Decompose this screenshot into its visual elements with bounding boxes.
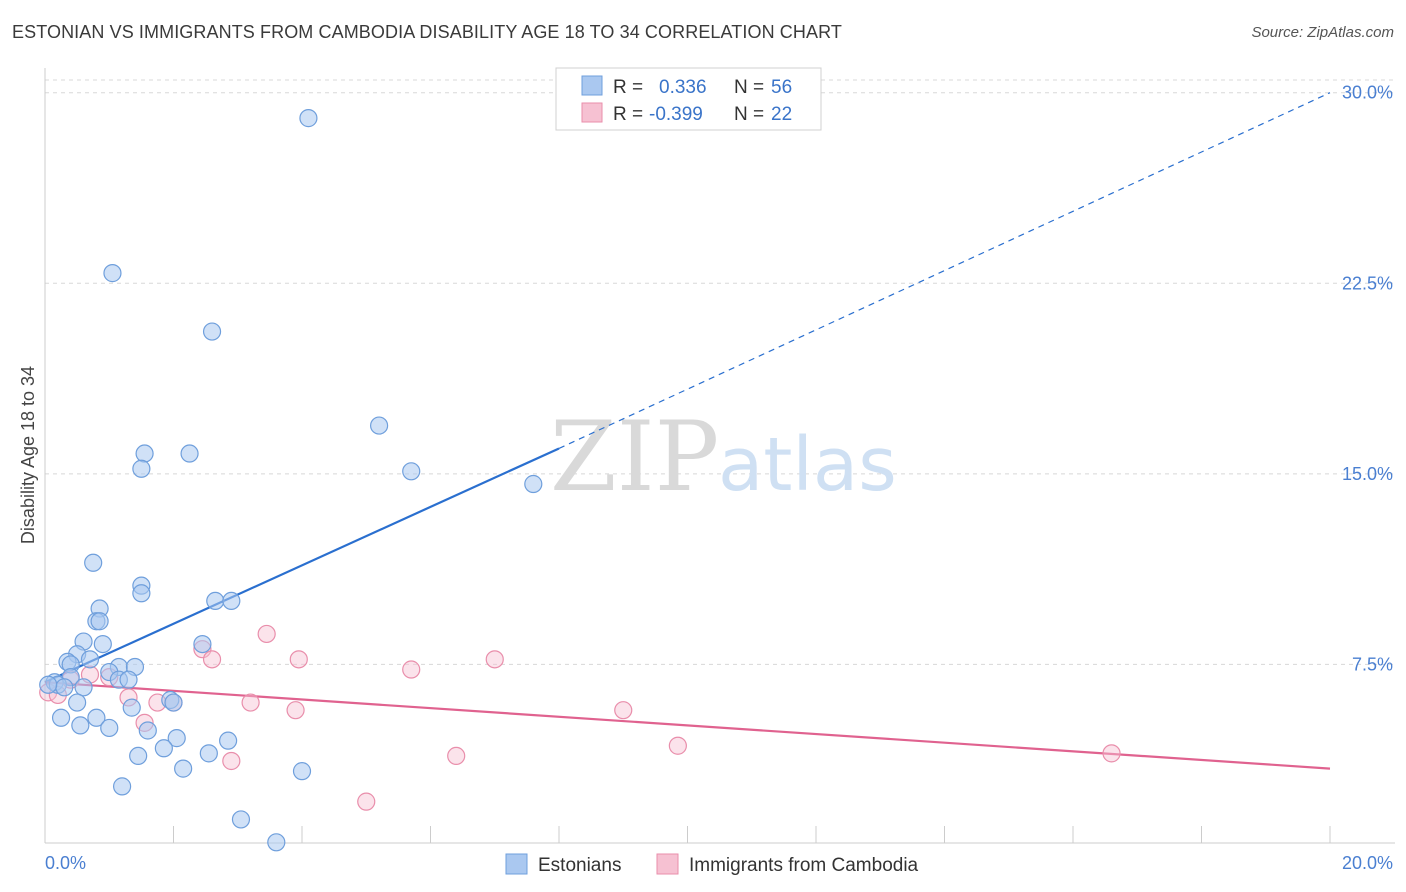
legend-r-value: 0.336 [659,77,707,98]
data-point-estonians [90,612,109,631]
legend-swatch-estonians [505,853,528,875]
series-legend: Estonians Immigrants from Cambodia [505,853,919,876]
data-point-estonians [174,759,193,778]
data-point-cambodia [222,751,241,771]
legend-n-label: N = [734,77,764,98]
data-point-estonians [129,746,148,766]
data-point-estonians [154,739,173,758]
data-point-estonians [299,109,318,128]
data-point-estonians [193,634,212,654]
y-axis-label: Disability Age 18 to 34 [18,366,38,544]
x-tick-labels: 0.0% 20.0% [45,853,1393,873]
x-tick-label: 20.0% [1342,853,1393,873]
data-point-estonians [292,762,312,781]
data-point-estonians [68,693,87,712]
data-point-cambodia [1102,744,1121,763]
data-point-cambodia [668,736,687,755]
data-point-estonians [132,459,151,478]
trend-line-estonians [44,447,560,684]
stats-legend: R = 0.336 N = 56 R = -0.399 N = 22 [555,67,822,131]
data-point-cambodia [357,792,376,811]
y-tick-label: 22.5% [1342,273,1393,293]
data-point-estonians [402,462,421,481]
data-point-estonians [51,708,71,727]
data-point-estonians [119,670,138,689]
data-point-cambodia [257,624,276,644]
data-point-estonians [199,744,218,763]
data-point-estonians [132,584,151,603]
trend-lines [44,92,1331,770]
legend-n-value: 22 [771,104,792,125]
data-point-estonians [370,416,389,435]
data-point-cambodia [614,701,633,720]
data-point-estonians [112,777,132,796]
chart-title: ESTONIAN VS IMMIGRANTS FROM CAMBODIA DIS… [12,22,842,42]
data-point-estonians [80,650,100,669]
y-tick-label: 30.0% [1342,83,1393,103]
data-point-estonians [267,833,286,852]
legend-r-value: -0.399 [649,104,703,125]
legend-swatch-estonians [581,75,603,96]
data-point-cambodia [402,660,421,679]
data-point-estonians [222,591,241,611]
legend-n-label: N = [734,104,764,125]
data-point-estonians [84,553,103,572]
x-tick-label: 0.0% [45,853,86,873]
legend-label-cambodia: Immigrants from Cambodia [689,855,919,876]
legend-label-estonians: Estonians [538,855,621,876]
data-point-estonians [231,810,251,829]
data-point-estonians [93,634,112,654]
data-point-estonians [164,693,183,712]
data-point-estonians [55,678,74,697]
data-point-estonians [206,591,225,611]
trend-line-estonians-extension [558,92,1331,449]
y-tick-label: 15.0% [1342,464,1393,484]
legend-swatch-cambodia [581,102,603,123]
data-point-cambodia [241,693,260,712]
watermark-atlas: atlas [718,422,897,508]
gridlines [45,79,1395,665]
data-point-estonians [39,675,58,694]
legend-n-value: 56 [771,77,792,98]
data-point-estonians [202,322,222,341]
data-point-estonians [135,444,154,463]
watermark: ZIP atlas [550,401,897,513]
data-point-estonians [87,708,106,727]
data-point-estonians [122,698,141,717]
data-point-estonians [71,716,90,735]
data-point-estonians [167,729,186,748]
legend-r-label: R = [613,77,643,98]
y-tick-label: 7.5% [1352,654,1393,674]
legend-swatch-cambodia [656,853,679,875]
watermark-zip: ZIP [550,401,719,513]
data-point-estonians [100,718,119,738]
data-point-cambodia [202,650,222,669]
data-point-cambodia [485,650,504,669]
series-estonians [39,109,543,852]
data-point-estonians [103,264,122,283]
data-point-cambodia [289,650,308,669]
data-point-estonians [524,474,543,494]
data-point-cambodia [447,746,466,766]
source-label: Source: ZipAtlas.com [1251,24,1394,41]
y-tick-labels: 7.5% 15.0% 22.5% 30.0% [1342,83,1393,675]
data-point-estonians [138,721,157,740]
data-point-estonians [74,678,93,697]
legend-r-label: R = [613,104,643,125]
trend-line-cambodia [44,681,1331,770]
data-point-cambodia [286,701,305,720]
data-point-estonians [219,731,238,750]
data-point-estonians [180,444,199,463]
